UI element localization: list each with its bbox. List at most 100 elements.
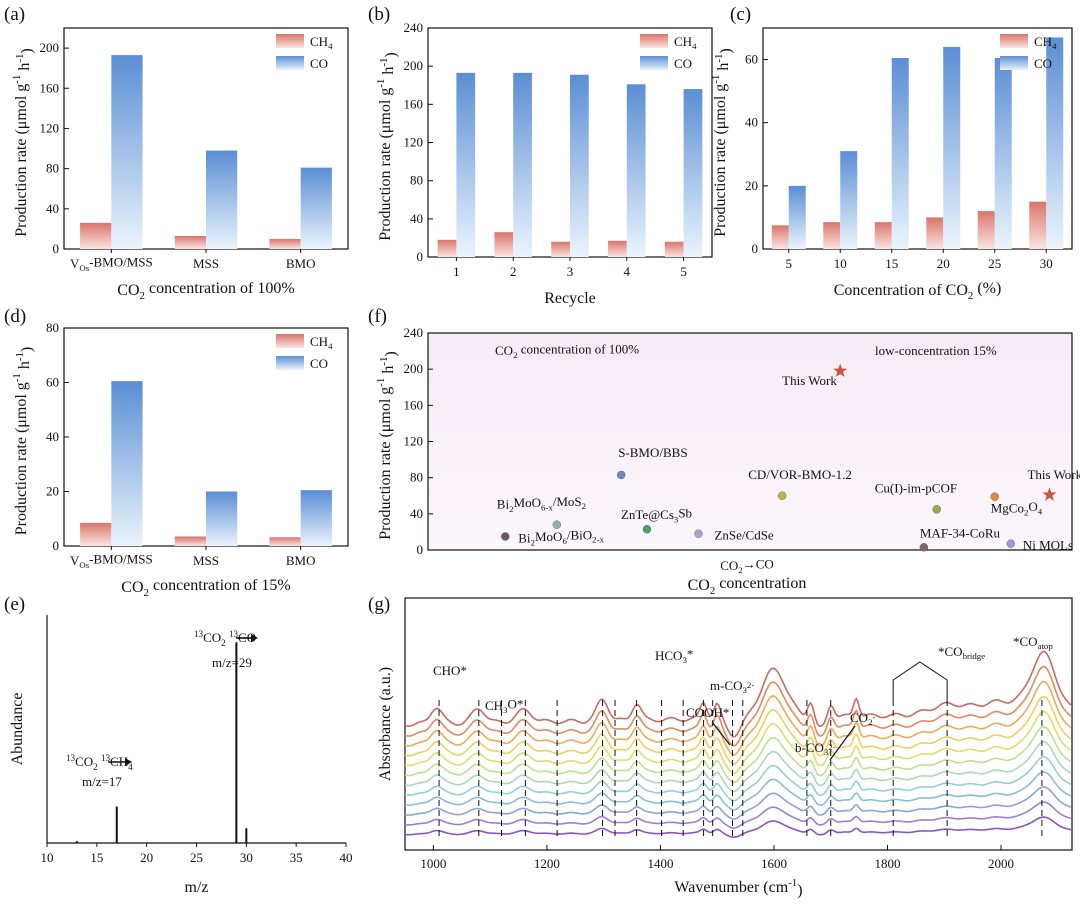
annotation-co-mz: m/z=29 (212, 655, 252, 670)
y-tick-label: 200 (404, 58, 424, 73)
bar-ch4 (174, 536, 206, 546)
point-label: Bi2MoO6-x/MoS2 (497, 494, 586, 514)
y-tick-label: 120 (404, 135, 424, 150)
bar-ch4 (823, 222, 841, 249)
bar-co (891, 57, 909, 249)
legend-swatch-ch4 (1000, 34, 1028, 48)
x-axis-label: CO2 concentration of 100% (117, 280, 294, 302)
legend-swatch-co (276, 56, 304, 70)
plot-frame (404, 597, 1073, 851)
band-label: COOH* (686, 705, 729, 720)
panel-label: (f) (368, 306, 387, 327)
point-label: CD/VOR-BMO-1.2 (748, 467, 852, 482)
band-label: CO2- (850, 710, 875, 727)
y-tick-label: 20 (745, 178, 758, 193)
spectrum-line (404, 740, 1072, 793)
panel-label: (b) (368, 4, 390, 25)
x-tick-label: 20 (937, 256, 950, 271)
point-star (833, 363, 848, 377)
x-tick-label: 25 (988, 256, 1001, 271)
y-tick-label: 160 (40, 80, 60, 95)
y-tick-label: 40 (410, 211, 423, 226)
bar-co (300, 167, 332, 249)
legend-swatch-ch4 (276, 34, 304, 48)
x-tick-label: VOs-BMO/MSS (70, 255, 153, 274)
panel-c: 0 20 40 60 5 10 15 20 25 30 CH4 CO Concentration of … (710, 4, 1073, 302)
legend-label-co: CO (310, 356, 328, 371)
panel-label: (a) (4, 4, 25, 25)
point-marker (932, 505, 941, 514)
y-tick-label: 0 (417, 249, 424, 264)
spectrum-line (404, 695, 1072, 766)
bar-co (994, 57, 1012, 249)
spectrum-line (404, 665, 1072, 747)
point-label: Bi2MoO6/BiO2-x (518, 528, 604, 548)
y-axis-label: Absorbance (a.u.) (377, 667, 394, 781)
legend-swatch-co (1000, 56, 1028, 70)
y-tick-label: 200 (40, 40, 60, 55)
band-label: m-CO32- (710, 678, 754, 695)
legend-label-ch4: CH4 (310, 334, 333, 351)
y-axis-label: Production rate (μmol g-1 h-1) (375, 351, 400, 539)
arrow-head (251, 634, 258, 642)
bar-co (570, 74, 589, 257)
x-tick-label: 5 (786, 256, 793, 271)
bar-co (943, 46, 961, 249)
x-axis-label: m/z (185, 879, 209, 896)
arrow-line (711, 721, 731, 746)
band-label: HCO3* (655, 647, 693, 666)
panel-g: 1000 1200 1400 1600 1800 2000 CHO* CH3O* HCO3* m-… (368, 594, 1073, 899)
x-tick-label: 1400 (647, 856, 673, 871)
y-tick-label: 80 (410, 173, 423, 188)
y-axis-label: Production rate (μmol g-1 h-1) (11, 48, 36, 236)
bar-ch4 (551, 241, 570, 257)
y-axis-label: Production rate (μmol g-1 h-1) (710, 48, 735, 236)
bar-co (1046, 37, 1064, 249)
y-tick-label: 240 (404, 325, 424, 340)
y-tick-label: 0 (417, 542, 424, 557)
x-tick-label: 5 (680, 264, 687, 279)
panel-f: 0 40 80 120 160 200 240 CO2 concentration of 10… (368, 306, 1080, 597)
bar-ch4 (269, 537, 301, 546)
bar-co (111, 381, 143, 546)
y-tick-label: 160 (404, 96, 424, 111)
spectrum-line (404, 771, 1072, 811)
bar-ch4 (977, 211, 995, 249)
x-tick-label: 1600 (761, 856, 787, 871)
panel-d: 0 20 40 60 80 VOs-BMO/MSS MSS BMO CH4 CO CO2 conce… (4, 306, 349, 599)
panel-label: (g) (368, 594, 390, 615)
region-label-left: CO2 concentration of 100% (495, 342, 639, 361)
x-tick-label: 15 (90, 850, 103, 865)
spectrum-line (404, 710, 1072, 775)
x-annotation: CO2→CO (720, 557, 774, 576)
bar-co (788, 185, 806, 249)
band-label: CH3O* (485, 697, 523, 716)
bar-ch4 (80, 222, 112, 249)
y-tick-label: 120 (40, 120, 60, 135)
spectrum-line (404, 725, 1072, 784)
y-tick-label: 160 (404, 397, 424, 412)
y-tick-label: 60 (745, 52, 758, 67)
spectrum-line (404, 650, 1072, 738)
legend-label-ch4: CH4 (310, 34, 333, 51)
bridge-bracket (892, 661, 948, 700)
x-tick-label: 25 (190, 850, 203, 865)
point-marker (552, 520, 561, 529)
bar-ch4 (664, 241, 684, 257)
bar-ch4 (874, 222, 892, 249)
x-tick-label: 1000 (420, 856, 446, 871)
y-axis-label: Production rate (μmol g-1 h-1) (11, 347, 36, 535)
point-label: ZnTe@Cs3Sb (621, 506, 692, 525)
y-tick-label: 20 (46, 484, 59, 499)
panel-a: 0 40 80 120 160 200 VOs-BMO/MSS MSS BMO CH4 CO CO2 … (4, 4, 349, 302)
plot-frame (762, 27, 1073, 250)
y-tick-label: 40 (46, 429, 59, 444)
x-tick-label: 40 (340, 850, 353, 865)
legend-label-co: CO (1034, 56, 1052, 71)
point-marker (778, 491, 787, 500)
x-axis-label: CO2 concentration (688, 575, 807, 597)
point-star (1042, 487, 1057, 501)
x-tick-label: 10 (834, 256, 847, 271)
